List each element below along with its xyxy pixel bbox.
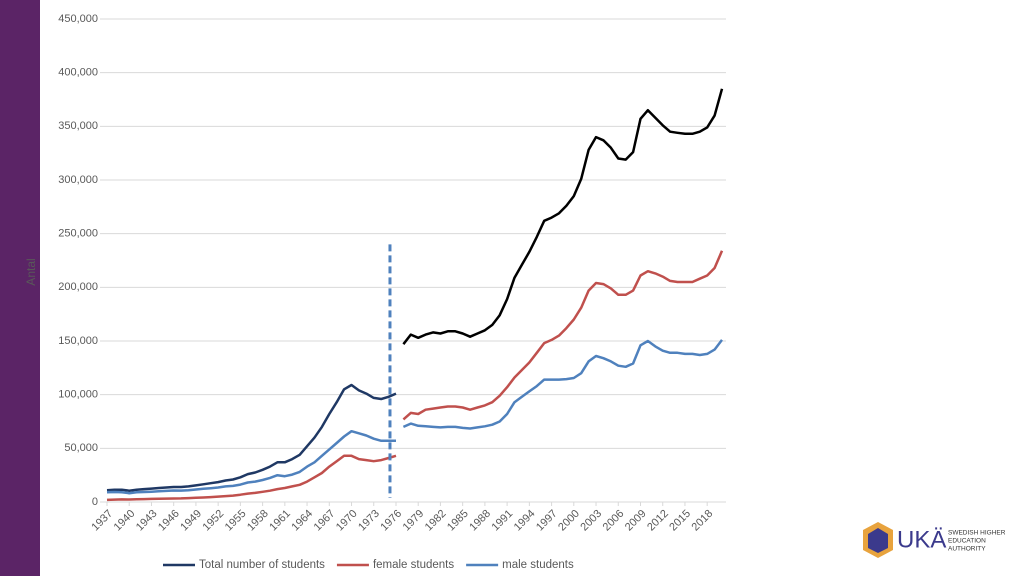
x-tick-label: 2015 bbox=[667, 508, 693, 534]
legend-label: Total number of students bbox=[199, 559, 325, 571]
x-tick-label: 1952 bbox=[201, 508, 227, 534]
y-tick-label: 100,000 bbox=[58, 389, 98, 401]
x-tick-label: 1961 bbox=[267, 508, 293, 534]
x-tick-label: 2006 bbox=[601, 508, 627, 534]
x-tick-label: 2000 bbox=[556, 508, 582, 534]
x-tick-label: 1946 bbox=[156, 508, 182, 534]
x-tick-label: 2003 bbox=[578, 508, 604, 534]
series-line bbox=[106, 454, 397, 502]
y-tick-label: 0 bbox=[92, 496, 98, 508]
x-tick-label: 1979 bbox=[401, 508, 427, 534]
series-line bbox=[106, 383, 397, 492]
series-line bbox=[402, 88, 724, 345]
x-tick-label: 1943 bbox=[134, 508, 160, 534]
logo-inner bbox=[868, 528, 888, 553]
logo-line: AUTHORITY bbox=[948, 546, 986, 553]
x-tick-label: 1937 bbox=[89, 508, 115, 534]
y-tick-label: 200,000 bbox=[58, 281, 98, 293]
y-tick-label: 450,000 bbox=[58, 13, 98, 25]
logo-line: EDUCATION bbox=[948, 538, 986, 545]
y-tick-label: 300,000 bbox=[58, 174, 98, 186]
x-tick-label: 1973 bbox=[356, 508, 382, 534]
x-tick-label: 1997 bbox=[534, 508, 560, 534]
x-tick-label: 1940 bbox=[112, 508, 138, 534]
x-tick-label: 1955 bbox=[223, 508, 249, 534]
series-line bbox=[402, 339, 723, 430]
y-tick-label: 50,000 bbox=[64, 442, 98, 454]
x-tick-label: 2018 bbox=[690, 508, 716, 534]
x-tick-label: 1985 bbox=[445, 508, 471, 534]
series-line bbox=[106, 429, 396, 495]
y-tick-label: 250,000 bbox=[58, 228, 98, 240]
y-tick-label: 400,000 bbox=[58, 67, 98, 79]
x-tick-label: 1958 bbox=[245, 508, 271, 534]
x-tick-label: 1982 bbox=[423, 508, 449, 534]
legend-label: female students bbox=[373, 559, 454, 571]
x-tick-label: 2009 bbox=[623, 508, 649, 534]
y-tick-label: 150,000 bbox=[58, 335, 98, 347]
logo-name: UKÄ bbox=[897, 526, 946, 553]
logo: UKÄ SWEDISH HIGHER EDUCATION AUTHORITY bbox=[863, 522, 1006, 558]
side-band bbox=[0, 0, 40, 576]
y-tick-label: 350,000 bbox=[58, 120, 98, 132]
x-tick-label: 1949 bbox=[178, 508, 204, 534]
logo-line: SWEDISH HIGHER bbox=[948, 530, 1006, 537]
legend-label: male students bbox=[502, 559, 574, 571]
y-axis-label: Antal bbox=[24, 258, 38, 285]
series-line bbox=[402, 250, 724, 421]
x-tick-label: 1964 bbox=[289, 508, 315, 534]
x-tick-label: 1988 bbox=[467, 508, 493, 534]
x-tick-label: 1970 bbox=[334, 508, 360, 534]
x-tick-label: 1994 bbox=[512, 508, 538, 534]
x-tick-label: 1967 bbox=[312, 508, 338, 534]
x-tick-label: 1976 bbox=[378, 508, 404, 534]
x-tick-label: 2012 bbox=[645, 508, 671, 534]
x-tick-label: 1991 bbox=[489, 508, 515, 534]
